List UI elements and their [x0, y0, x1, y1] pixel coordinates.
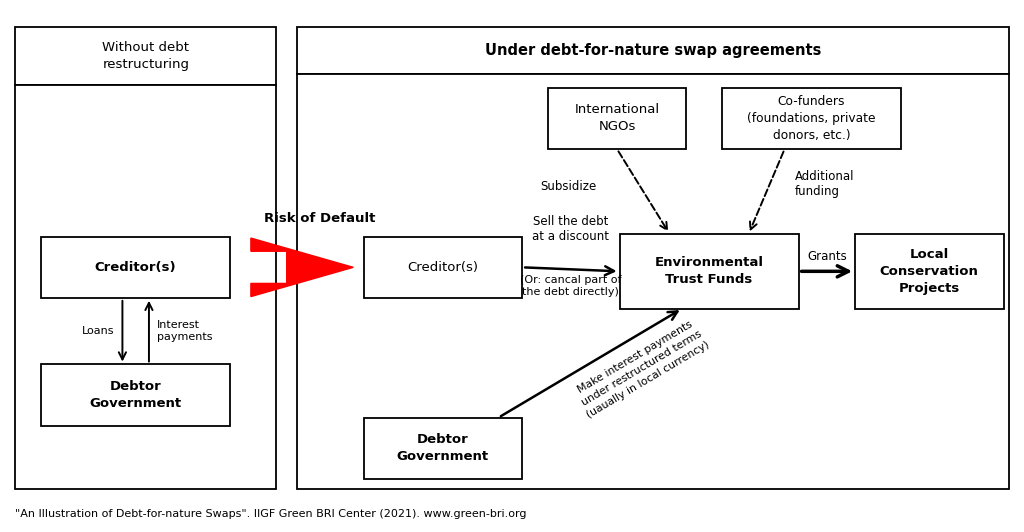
Text: Debtor
Government: Debtor Government [90, 380, 181, 410]
Text: Additional
funding: Additional funding [795, 170, 854, 197]
FancyArrowPatch shape [750, 152, 783, 229]
Text: Sell the debt
at a discount: Sell the debt at a discount [532, 215, 609, 244]
Text: Local
Conservation
Projects: Local Conservation Projects [880, 248, 979, 295]
FancyBboxPatch shape [855, 234, 1004, 309]
FancyBboxPatch shape [15, 27, 276, 85]
FancyBboxPatch shape [548, 88, 686, 149]
Text: Environmental
Trust Funds: Environmental Trust Funds [654, 256, 764, 286]
FancyBboxPatch shape [297, 74, 1009, 489]
FancyArrowPatch shape [525, 267, 614, 275]
FancyBboxPatch shape [722, 88, 901, 149]
FancyBboxPatch shape [364, 418, 522, 479]
Text: Loans: Loans [82, 326, 115, 336]
Text: International
NGOs: International NGOs [574, 103, 659, 134]
FancyBboxPatch shape [41, 364, 230, 426]
FancyArrowPatch shape [119, 301, 126, 360]
Text: "An Illustration of Debt-for-nature Swaps". IIGF Green BRI Center (2021). www.gr: "An Illustration of Debt-for-nature Swap… [15, 509, 527, 519]
FancyArrowPatch shape [145, 303, 153, 362]
Text: Co-funders
(foundations, private
donors, etc.): Co-funders (foundations, private donors,… [748, 95, 876, 142]
Text: Under debt-for-nature swap agreements: Under debt-for-nature swap agreements [484, 43, 821, 58]
Text: Debtor
Government: Debtor Government [397, 433, 488, 463]
FancyBboxPatch shape [364, 237, 522, 298]
Text: Interest
payments: Interest payments [157, 320, 213, 342]
Text: (Or: cancal part of
the debt directly): (Or: cancal part of the debt directly) [520, 276, 622, 297]
Text: Without debt
restructuring: Without debt restructuring [102, 41, 189, 71]
FancyArrowPatch shape [501, 311, 678, 416]
Text: Grants: Grants [807, 251, 847, 263]
Text: Subsidize: Subsidize [541, 180, 596, 193]
FancyBboxPatch shape [15, 85, 276, 489]
FancyBboxPatch shape [41, 237, 230, 298]
Text: Creditor(s): Creditor(s) [95, 261, 176, 274]
Text: Risk of Default: Risk of Default [264, 212, 376, 225]
Text: Creditor(s): Creditor(s) [408, 261, 478, 274]
Text: Make interest payments
under restructured terms
(uaually in local currency): Make interest payments under restructure… [571, 317, 712, 420]
FancyBboxPatch shape [620, 234, 799, 309]
Polygon shape [251, 238, 353, 297]
FancyArrowPatch shape [618, 151, 667, 230]
FancyBboxPatch shape [297, 27, 1009, 74]
FancyArrowPatch shape [802, 266, 848, 277]
